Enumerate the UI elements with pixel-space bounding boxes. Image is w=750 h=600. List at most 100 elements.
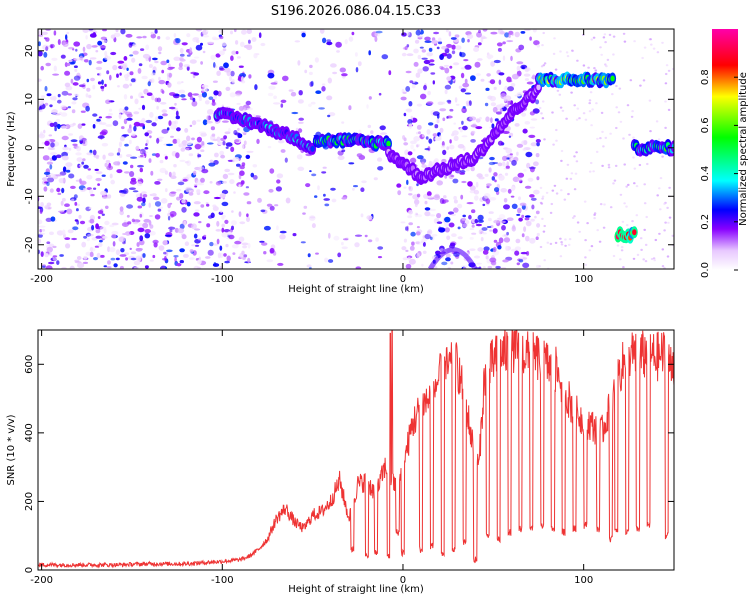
spectrogram-noise-cell (425, 136, 429, 140)
spectrogram-noise-cell (206, 109, 214, 115)
spectrogram-noise-cell (58, 178, 65, 184)
spectrogram-noise-cell (351, 31, 355, 36)
spectrogram-noise-cell (60, 125, 68, 129)
spectrogram-noise-cell (328, 112, 336, 117)
spectrogram-noise-cell (162, 240, 168, 246)
spectrogram-noise-cell (179, 57, 184, 61)
spectrogram-noise-cell (193, 233, 198, 239)
spectrogram-noise-cell (57, 123, 61, 130)
spectrogram-noise-cell (364, 234, 368, 238)
spectrogram-noise-cell (460, 67, 466, 70)
spectrogram-noise-cell (104, 83, 107, 87)
spectrogram-noise-cell (277, 262, 284, 266)
spectrogram-noise-cell (661, 41, 664, 44)
spectrogram-noise-cell (506, 217, 514, 221)
spectrogram-noise-cell (191, 223, 197, 230)
spectrogram-noise-cell (543, 259, 546, 262)
spectrogram-noise-cell (88, 94, 92, 99)
spectrogram-noise-cell (83, 261, 88, 264)
spectrogram-noise-cell (128, 187, 136, 190)
spectrogram-noise-cell (584, 118, 588, 121)
spectrogram-noise-cell (80, 110, 86, 113)
spectrogram-noise-cell (90, 193, 95, 197)
spectrogram-noise-cell (550, 202, 554, 206)
spectrogram-noise-cell (61, 155, 69, 161)
spectrogram-noise-cell (230, 30, 233, 35)
spectrogram-noise-cell (92, 113, 98, 117)
spectrogram-noise-cell (39, 209, 43, 214)
spectrogram-noise-cell (500, 188, 508, 193)
spectrogram-noise-cell (476, 31, 482, 38)
spectrogram-noise-cell (193, 212, 200, 217)
spectrogram-noise-cell (524, 185, 532, 189)
spectrogram-noise-cell (97, 242, 103, 247)
spectrogram-noise-cell (539, 186, 543, 189)
spectrogram-noise-cell (592, 36, 596, 39)
spectrogram-noise-cell (664, 221, 667, 224)
spectrogram-noise-cell (121, 126, 125, 130)
spectrogram-noise-cell (187, 92, 193, 98)
spectrogram-noise-cell (167, 203, 171, 209)
spectrogram-noise-cell (145, 44, 150, 50)
spectrogram-noise-cell (530, 142, 538, 147)
spectrogram-noise-cell (410, 231, 416, 237)
spectrogram-noise-cell (62, 229, 66, 235)
spectrogram-noise-cell (633, 40, 636, 43)
spectrogram-noise-cell (604, 41, 607, 44)
spectrogram-noise-cell (481, 227, 488, 231)
spectrogram-noise-cell (573, 155, 576, 158)
spectrogram-noise-cell (136, 196, 143, 202)
spectrogram-noise-cell (175, 152, 180, 159)
spectrogram-noise-cell (242, 245, 248, 249)
x-tick-label: 100 (574, 274, 593, 285)
spectrogram-noise-cell (210, 126, 215, 131)
spectrogram-noise-cell (178, 143, 184, 148)
spectrogram-noise-cell (151, 193, 157, 197)
spectrogram-noise-cell (487, 265, 493, 269)
spectrogram-noise-cell (219, 193, 226, 199)
spectrogram-noise-cell (100, 190, 107, 196)
spectrogram-noise-cell (200, 42, 203, 46)
spectrogram-noise-cell (38, 225, 46, 228)
spectrogram-noise-cell (498, 79, 502, 85)
spectrogram-noise-cell (86, 237, 91, 242)
spectrogram-noise-cell (601, 164, 604, 167)
spectrogram-noise-cell (212, 263, 220, 267)
spectrogram-noise-cell (542, 31, 545, 35)
spectrogram-noise-cell (502, 130, 510, 134)
spectrogram-noise-cell (661, 248, 665, 251)
spectrogram-noise-cell (150, 170, 154, 176)
spectrogram-noise-cell (180, 147, 186, 152)
spectrogram-noise-cell (516, 65, 521, 72)
spectrogram-noise-cell (599, 137, 602, 140)
spectrogram-noise-cell (531, 204, 535, 210)
spectrogram-noise-cell (135, 247, 143, 251)
spectrogram-noise-cell (160, 60, 167, 66)
spectrogram-noise-cell (229, 75, 233, 82)
spectrogram-noise-cell (109, 173, 113, 179)
spectrogram-noise-cell (208, 96, 214, 100)
spectrogram-noise-cell (418, 131, 421, 135)
spectrogram-noise-cell (444, 84, 452, 90)
spectrogram-noise-cell (230, 70, 235, 77)
spectrogram-noise-cell (268, 85, 276, 90)
spectrogram-noise-cell (643, 228, 646, 231)
spectrogram-noise-cell (491, 123, 495, 129)
spectrogram-noise-cell (211, 101, 216, 106)
spectrogram-noise-cell (144, 132, 149, 137)
spectrogram-noise-cell (649, 130, 652, 133)
spectrogram-noise-cell (169, 211, 177, 217)
spectrogram-noise-cell (38, 78, 42, 82)
spectrogram-noise-cell (186, 33, 191, 38)
spectrogram-noise-cell (154, 29, 158, 34)
spectrogram-noise-cell (260, 42, 266, 47)
spectrogram-noise-cell (159, 159, 164, 164)
spectrogram-noise-cell (79, 220, 86, 225)
spectrogram-noise-cell (119, 154, 123, 158)
spectrogram-noise-cell (453, 62, 460, 66)
spectrogram-noise-cell (261, 242, 268, 246)
spectrogram-noise-cell (266, 259, 274, 263)
spectrogram-noise-cell (492, 106, 498, 113)
spectrogram-noise-cell (407, 215, 413, 219)
spectrogram-noise-cell (88, 207, 92, 210)
